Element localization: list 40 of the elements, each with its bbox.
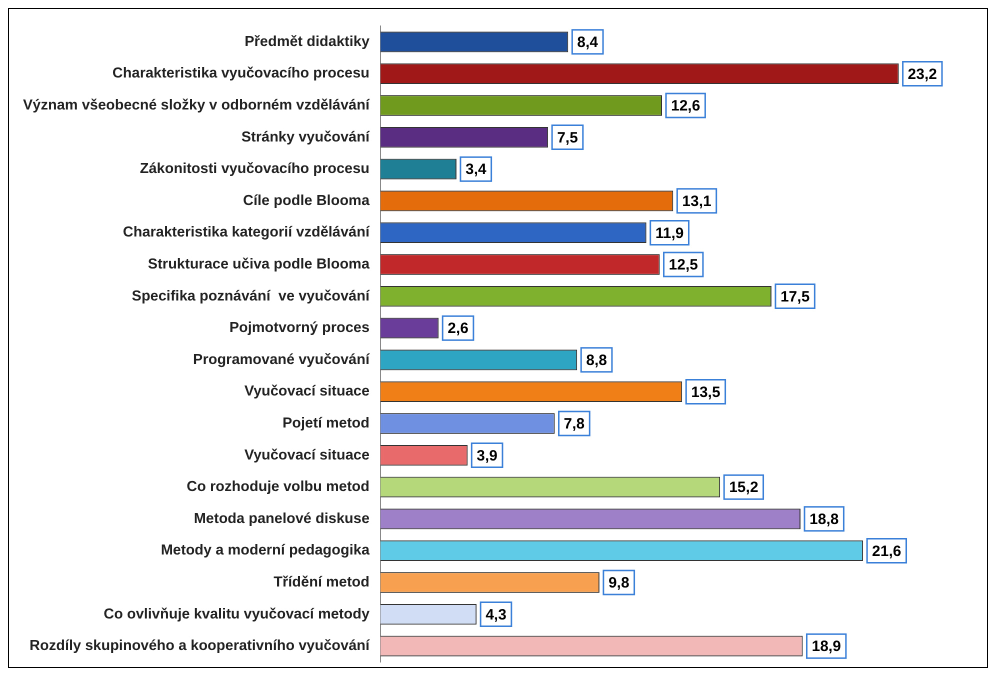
data-label: 7,8 <box>564 416 585 433</box>
y-tick-label: Charakteristika kategorií vzdělávání <box>122 224 370 241</box>
data-label: 21,6 <box>872 542 902 560</box>
y-tick-label: Co rozhoduje volbu metod <box>186 479 370 496</box>
data-label: 18,8 <box>810 511 839 528</box>
y-tick-label: Vyučovací situace <box>244 384 370 400</box>
y-tick-label: Cíle podle Blooma <box>243 192 370 209</box>
data-label: 3,4 <box>465 161 487 178</box>
y-tick-label: Stránky vyučování <box>241 129 370 146</box>
y-tick-label: Charakteristika vyučovacího procesu <box>112 66 370 82</box>
y-tick-label: Metody a moderní pedagogika <box>160 542 370 559</box>
y-tick-label: Třídění metod <box>274 574 370 590</box>
data-label: 15,2 <box>729 479 758 496</box>
y-tick-label: Rozdíly skupinového a kooperativního vyučování <box>30 638 370 654</box>
y-tick-label: Pojmotvorný proces <box>229 320 370 336</box>
y-tick-label: Strukturace učiva podle Blooma <box>148 256 370 272</box>
data-label: 13,1 <box>682 193 712 210</box>
data-label: 12,6 <box>671 98 700 115</box>
y-tick-label: Vyučovací situace <box>244 447 370 464</box>
data-label: 3,9 <box>476 447 498 464</box>
data-label: 8,8 <box>586 352 607 370</box>
y-tick-label: Předmět didaktiky <box>244 34 370 50</box>
data-label: 17,5 <box>780 288 810 306</box>
data-label: 11,9 <box>655 224 684 242</box>
data-label: 7,5 <box>557 129 578 146</box>
y-tick-label: Specifika poznávání ve vyučování <box>132 288 370 304</box>
data-label: 4,3 <box>486 606 506 624</box>
data-label: 2,6 <box>448 320 468 338</box>
y-tick-label: Pojetí metod <box>282 416 370 432</box>
data-label: 13,5 <box>691 384 720 401</box>
data-label: 8,4 <box>577 34 599 52</box>
data-label: 12,5 <box>668 256 698 274</box>
data-label: 23,2 <box>908 66 938 83</box>
y-tick-label: Metoda panelové diskuse <box>194 510 370 527</box>
data-label: 9,8 <box>608 574 630 592</box>
data-label: 18,9 <box>812 638 841 656</box>
y-tick-label: Zákonitosti vyučovacího procesu <box>140 161 370 178</box>
y-tick-label: Co ovlivňuje kvalitu vyučovací metody <box>104 606 370 622</box>
y-tick-label: Význam všeobecné složky v odborném vzdělávání <box>22 98 370 114</box>
y-tick-label: Programované vyučování <box>193 352 370 368</box>
